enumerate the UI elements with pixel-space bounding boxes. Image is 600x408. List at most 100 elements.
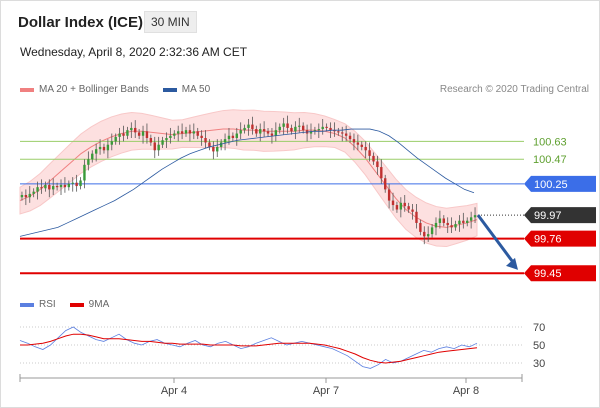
forecast-arrow <box>476 214 517 266</box>
interval-badge[interactable]: 30 MIN <box>144 11 197 33</box>
candle-body <box>130 127 133 131</box>
legend-swatch-rsi <box>20 302 34 307</box>
candle-body <box>83 164 86 181</box>
level-tag-99-97 <box>524 207 596 224</box>
candle-body <box>196 131 199 136</box>
x-tick-label: Apr 7 <box>313 385 339 397</box>
candle-body <box>153 142 156 151</box>
candle-body <box>395 205 399 210</box>
candle-body <box>184 130 188 134</box>
candle-body <box>247 124 250 128</box>
candle-body <box>75 182 78 187</box>
candle-body <box>376 161 379 168</box>
candle-body <box>329 127 332 131</box>
candle-body <box>36 187 39 192</box>
candlesticks <box>20 115 477 245</box>
candle-body <box>294 126 297 132</box>
candle-body <box>356 142 360 145</box>
legend-label-ma50: MA 50 <box>181 84 211 95</box>
candle-body <box>145 131 149 138</box>
candle-body <box>278 126 281 131</box>
level-tag-100-25 <box>524 175 596 192</box>
price-levels: 100.63 100.47 100.25 99.97 99.76 99.45 <box>20 136 596 282</box>
candle-body <box>450 225 453 228</box>
candle-body <box>438 218 442 223</box>
candle-body <box>180 131 184 134</box>
candle-body <box>231 135 235 138</box>
candle-body <box>192 131 196 134</box>
candle-body <box>122 133 125 136</box>
candle-body <box>341 132 344 134</box>
candle-body <box>454 224 457 228</box>
rsi-tick-30: 30 <box>533 358 545 370</box>
candle-body <box>55 186 59 188</box>
level-label-99-97: 99.97 <box>534 210 562 222</box>
candle-body <box>149 138 153 143</box>
candle-body <box>40 187 43 189</box>
candle-body <box>473 215 477 218</box>
bollinger-band <box>19 109 478 248</box>
candle-body <box>255 129 258 134</box>
candle-body <box>216 146 219 152</box>
candle-body <box>114 136 117 142</box>
candle-body <box>204 138 207 143</box>
candle-body <box>380 167 383 179</box>
candle-body <box>165 138 168 141</box>
candle-body <box>102 146 106 151</box>
research-credit: Research © 2020 Trading Central <box>439 84 589 95</box>
candle-body <box>407 206 410 210</box>
candle-body <box>282 123 285 127</box>
candle-body <box>243 127 246 131</box>
legend-item-9ma: 9MA <box>69 299 109 310</box>
candle-body <box>403 202 406 207</box>
candle-body <box>98 146 102 150</box>
candle-body <box>368 150 371 156</box>
candle-body <box>423 231 426 237</box>
main-legend: MA 20 + Bollinger Bands MA 50 <box>20 84 224 95</box>
candle-body <box>391 200 395 206</box>
candle-body <box>118 133 121 137</box>
candle-body <box>157 144 160 151</box>
candle-body <box>352 139 356 143</box>
rsi-tick-70: 70 <box>533 322 545 334</box>
main-price-panel: 100.63 100.47 100.25 99.97 99.76 99.45 <box>19 109 596 282</box>
x-axis: Apr 4 Apr 7 Apr 8 <box>19 374 523 397</box>
candle-body <box>446 222 449 226</box>
candle-body <box>44 184 47 189</box>
candle-body <box>348 135 352 140</box>
candle-body <box>270 133 274 136</box>
candle-body <box>415 211 418 223</box>
candle-body <box>137 132 141 136</box>
candle-body <box>266 131 270 134</box>
candle-body <box>313 130 317 132</box>
candle-body <box>384 178 387 190</box>
candle-body <box>239 130 242 134</box>
candle-body <box>126 130 129 136</box>
candle-body <box>20 195 24 198</box>
candle-body <box>411 209 414 212</box>
forecast-arrow-head <box>506 257 518 270</box>
candle-body <box>469 217 473 221</box>
legend-swatch-ma50 <box>162 87 177 92</box>
candle-body <box>344 133 348 136</box>
candle-body <box>290 127 293 132</box>
candle-body <box>317 129 321 131</box>
candle-body <box>79 180 82 187</box>
rsi-series-rsi <box>19 326 478 369</box>
candle-body <box>321 126 324 130</box>
candle-body <box>67 183 71 188</box>
candle-body <box>219 142 223 147</box>
candle-body <box>235 133 238 138</box>
legend-swatch-9ma <box>69 302 84 307</box>
candle-body <box>286 123 289 128</box>
candle-body <box>176 131 180 134</box>
chart-title: Dollar Index (ICE) <box>18 14 144 31</box>
level-label-100-47: 100.47 <box>533 154 567 166</box>
ma50-line <box>19 128 475 237</box>
candle-body <box>91 153 94 160</box>
x-tick-label: Apr 8 <box>453 385 479 397</box>
candle-body <box>134 127 137 133</box>
candle-body <box>360 144 363 147</box>
level-label-100-25: 100.25 <box>534 179 568 191</box>
